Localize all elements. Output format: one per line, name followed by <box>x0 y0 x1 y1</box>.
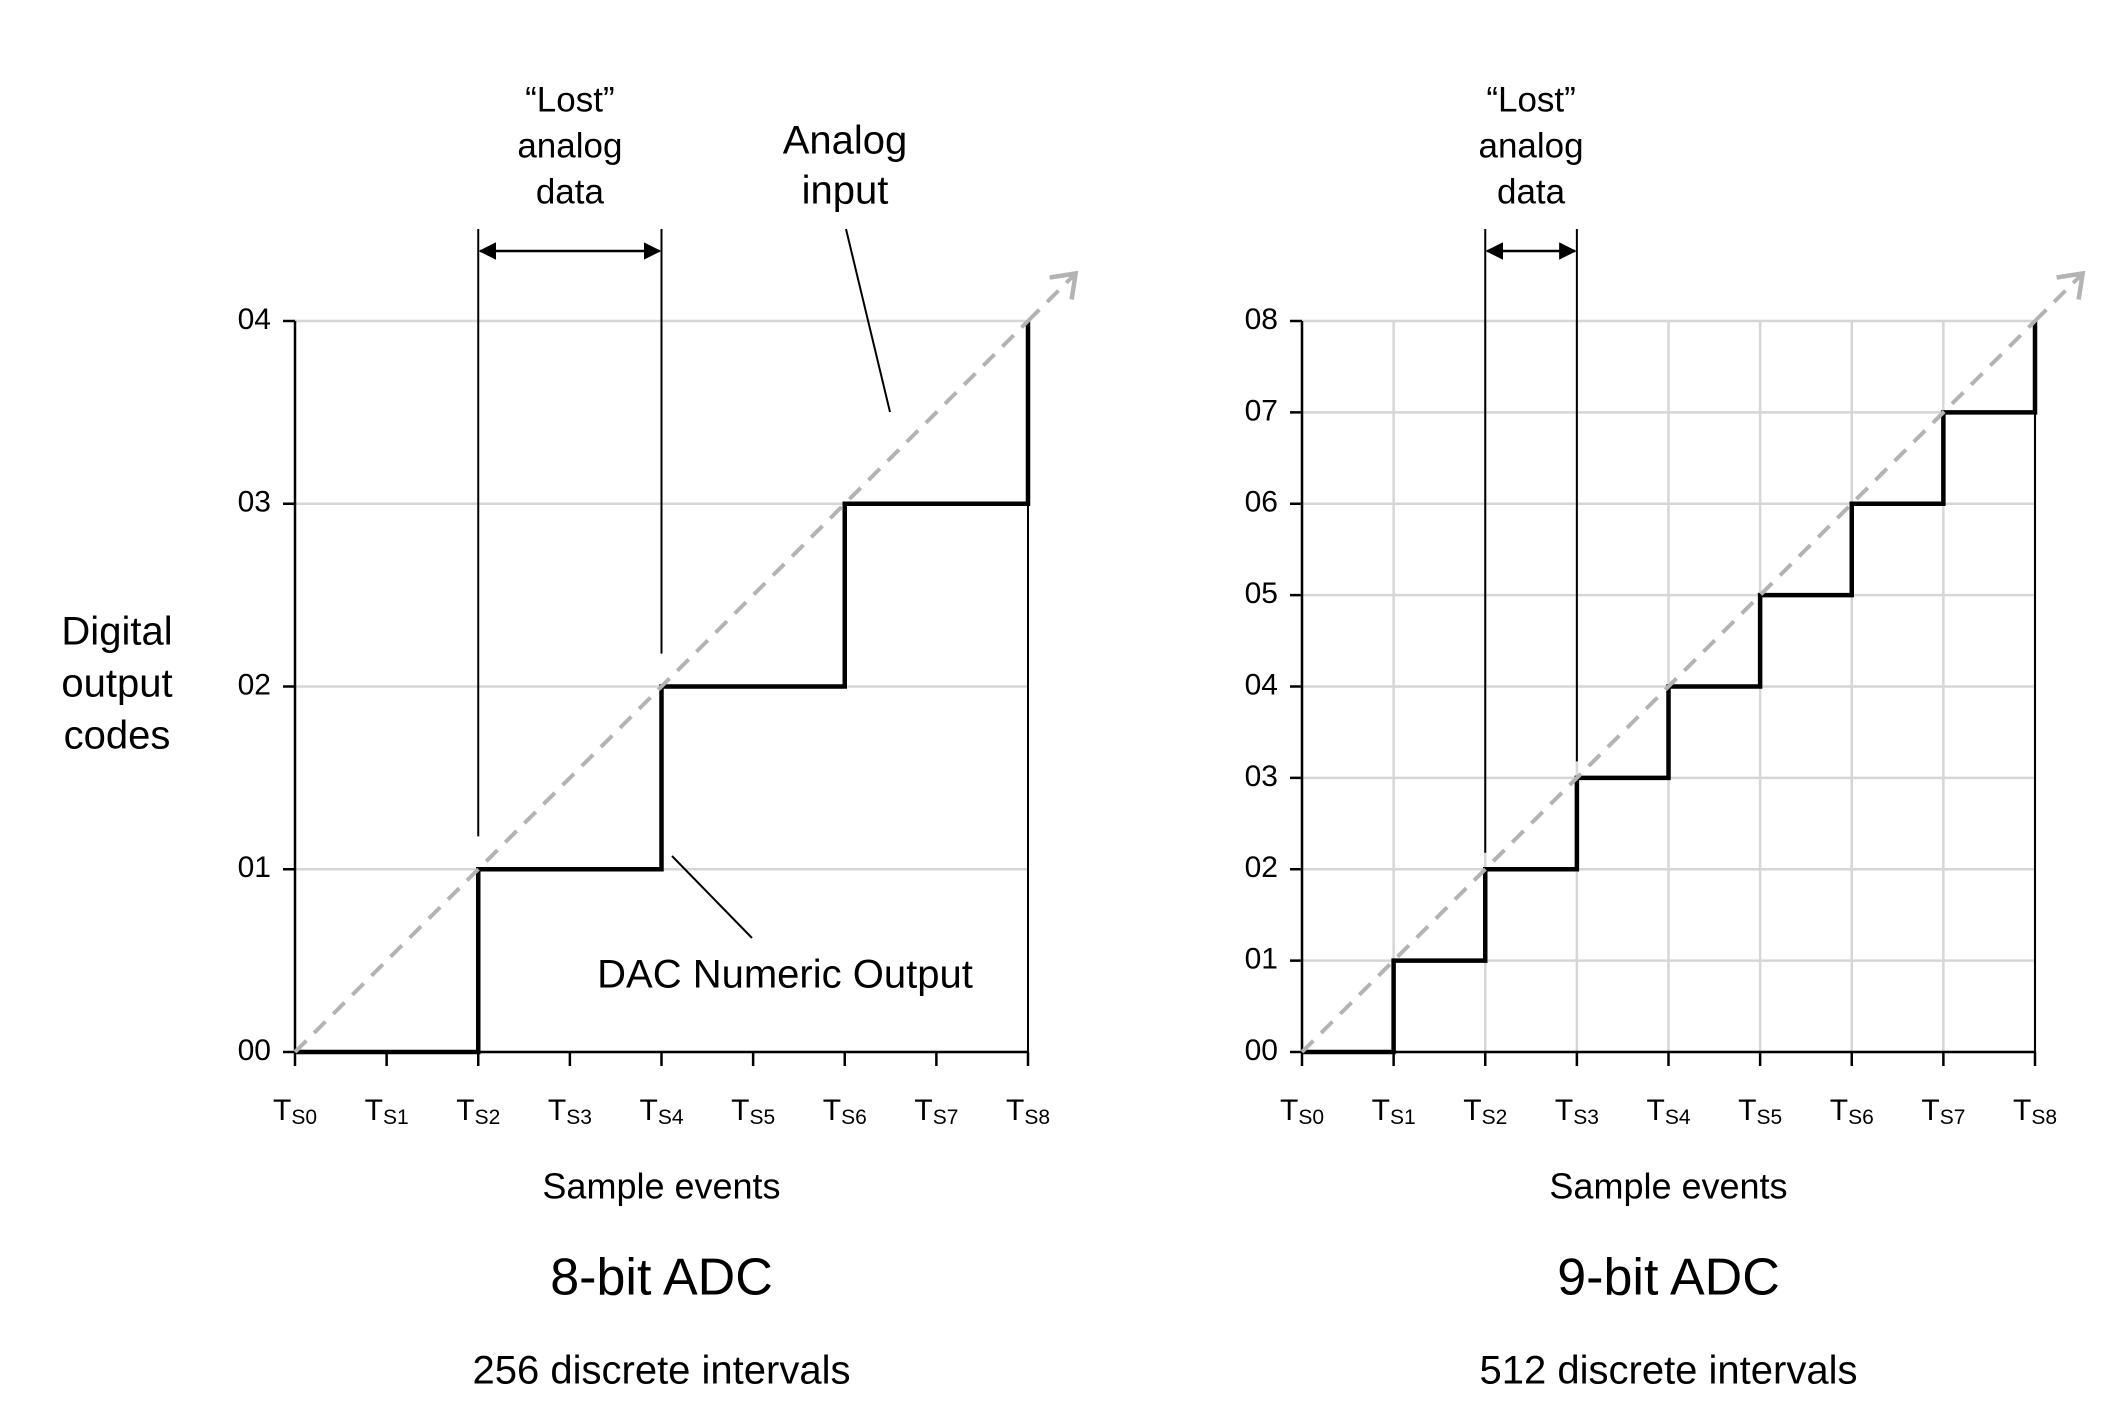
x-tick-label: TS2 <box>1463 1094 1507 1129</box>
tick-letter: T <box>456 1094 474 1127</box>
tick-subscript: S1 <box>383 1106 409 1129</box>
x-tick-label: TS2 <box>456 1094 500 1129</box>
tick-subscript: S2 <box>1482 1106 1508 1129</box>
dac-output-label: DAC Numeric Output <box>597 953 973 997</box>
tick-letter: T <box>1555 1094 1573 1127</box>
lost-label: analog <box>1479 126 1584 165</box>
y-tick-label: 01 <box>238 851 271 884</box>
lost-label: analog <box>517 126 622 165</box>
y-tick-label: 05 <box>1245 577 1278 610</box>
y-tick-label: 00 <box>1245 1034 1278 1067</box>
y-tick-label: 02 <box>1245 851 1278 884</box>
analog-input-label: Analog <box>783 119 908 163</box>
tick-subscript: S2 <box>475 1106 501 1129</box>
lost-label: “Lost” <box>525 80 614 119</box>
y-axis-label: codes <box>64 714 171 758</box>
y-tick-label: 06 <box>1245 486 1278 519</box>
y-tick-label: 00 <box>238 1034 271 1067</box>
tick-letter: T <box>1280 1094 1298 1127</box>
tick-letter: T <box>1463 1094 1481 1127</box>
x-tick-label: TS0 <box>273 1094 317 1129</box>
lost-label: data <box>536 172 605 211</box>
y-tick-label: 04 <box>238 303 271 336</box>
x-tick-label: TS7 <box>914 1094 958 1129</box>
x-axis-label: Sample events <box>1549 1166 1787 1207</box>
tick-subscript: S4 <box>1665 1106 1691 1129</box>
tick-letter: T <box>1921 1094 1939 1127</box>
x-tick-label: TS6 <box>823 1094 867 1129</box>
x-tick-label: TS3 <box>1555 1094 1599 1129</box>
tick-letter: T <box>548 1094 566 1127</box>
tick-letter: T <box>365 1094 383 1127</box>
y-tick-label: 03 <box>238 486 271 519</box>
analog-arrow-shaft <box>1026 272 1078 323</box>
x-tick-label: TS1 <box>365 1094 409 1129</box>
analog-arrow-head <box>1049 270 1079 300</box>
y-tick-label: 08 <box>1245 303 1278 336</box>
tick-subscript: S0 <box>1298 1106 1324 1129</box>
tick-subscript: S7 <box>1940 1106 1966 1129</box>
x-tick-label: TS5 <box>731 1094 775 1129</box>
tick-subscript: S6 <box>1848 1106 1874 1129</box>
tick-subscript: S7 <box>933 1106 959 1129</box>
x-tick-label: TS5 <box>1738 1094 1782 1129</box>
chart-subtitle: 512 discrete intervals <box>1480 1349 1858 1393</box>
analog-input-label: input <box>802 169 889 213</box>
tick-letter: T <box>1646 1094 1664 1127</box>
y-tick-label: 07 <box>1245 394 1278 427</box>
x-tick-label: TS8 <box>1006 1094 1050 1129</box>
analog-line <box>293 319 1030 1054</box>
lost-label: “Lost” <box>1486 80 1575 119</box>
y-tick-label: 03 <box>1245 760 1278 793</box>
x-tick-label: TS6 <box>1830 1094 1874 1129</box>
tick-letter: T <box>273 1094 291 1127</box>
y-tick-label: 02 <box>238 668 271 701</box>
y-axis-label: Digital <box>61 610 172 654</box>
tick-subscript: S6 <box>841 1106 867 1129</box>
tick-subscript: S1 <box>1390 1106 1416 1129</box>
x-tick-label: TS4 <box>639 1094 683 1129</box>
x-tick-label: TS7 <box>1921 1094 1965 1129</box>
tick-subscript: S0 <box>291 1106 317 1129</box>
tick-letter: T <box>914 1094 932 1127</box>
x-tick-label: TS8 <box>2013 1094 2057 1129</box>
chart-subtitle: 256 discrete intervals <box>473 1349 851 1393</box>
tick-letter: T <box>2013 1094 2031 1127</box>
y-axis-label: output <box>61 662 172 706</box>
x-tick-label: TS0 <box>1280 1094 1324 1129</box>
tick-subscript: S3 <box>566 1106 592 1129</box>
x-tick-label: TS1 <box>1372 1094 1416 1129</box>
tick-subscript: S4 <box>658 1106 684 1129</box>
lost-label: data <box>1497 172 1566 211</box>
x-tick-label: TS4 <box>1646 1094 1690 1129</box>
tick-subscript: S5 <box>1756 1106 1782 1129</box>
leader-line <box>845 228 891 413</box>
chart-title: 9-bit ADC <box>1557 1249 1780 1307</box>
y-tick-label: 01 <box>1245 943 1278 976</box>
tick-subscript: S3 <box>1573 1106 1599 1129</box>
y-tick-label: 04 <box>1245 668 1278 701</box>
analog-line <box>1300 319 2037 1054</box>
tick-letter: T <box>1372 1094 1390 1127</box>
analog-arrow-shaft <box>2033 272 2085 323</box>
chart-title: 8-bit ADC <box>550 1249 773 1307</box>
leader-line <box>671 855 753 939</box>
analog-arrow-head <box>2056 270 2086 300</box>
tick-subscript: S5 <box>749 1106 775 1129</box>
tick-letter: T <box>639 1094 657 1127</box>
tick-letter: T <box>731 1094 749 1127</box>
tick-letter: T <box>1006 1094 1024 1127</box>
tick-letter: T <box>823 1094 841 1127</box>
tick-subscript: S8 <box>1024 1106 1050 1129</box>
tick-letter: T <box>1830 1094 1848 1127</box>
x-tick-label: TS3 <box>548 1094 592 1129</box>
tick-subscript: S8 <box>2031 1106 2057 1129</box>
tick-letter: T <box>1738 1094 1756 1127</box>
x-axis-label: Sample events <box>542 1166 780 1207</box>
